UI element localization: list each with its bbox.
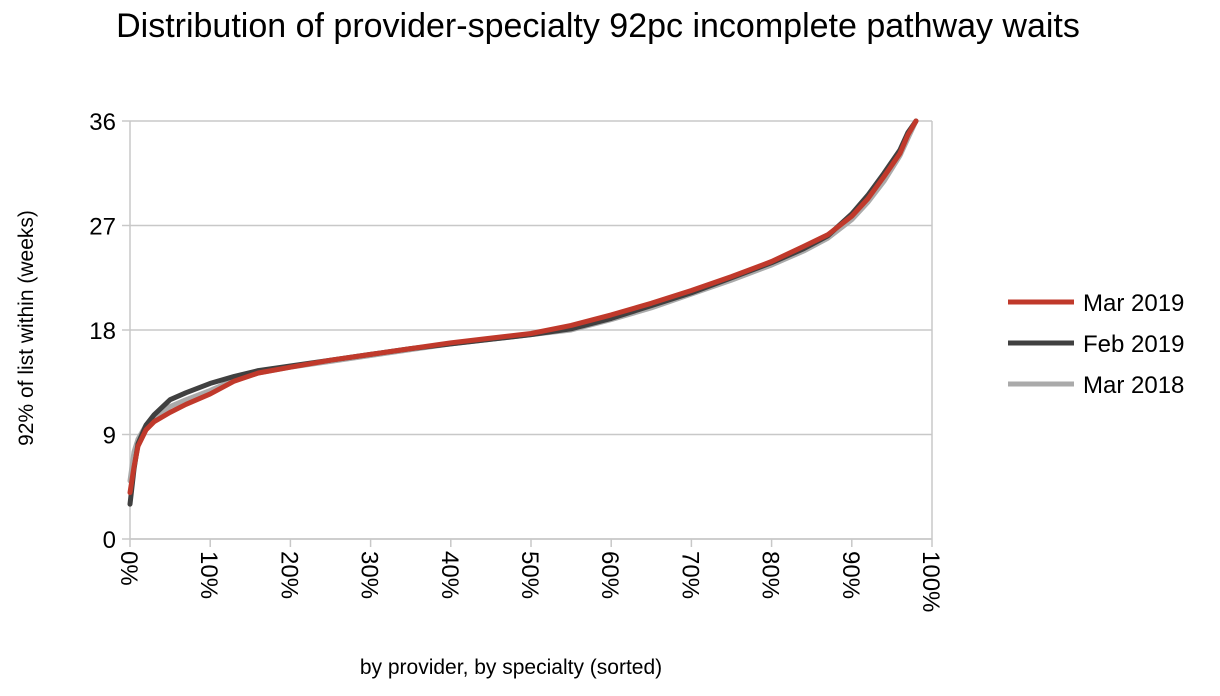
y-tick-label: 36 (89, 109, 116, 136)
series-line-mar-2019 (127, 118, 919, 496)
x-tick-label: 40% (436, 551, 463, 599)
chart-title: Distribution of provider-specialty 92pc … (116, 7, 1080, 45)
legend-label: Mar 2018 (1083, 372, 1184, 399)
grid (129, 120, 933, 540)
x-tick-label: 20% (275, 551, 302, 599)
series-line-feb-2019 (127, 118, 919, 507)
series-line-mar-2018 (127, 118, 919, 484)
x-tick-label: 100% (917, 551, 944, 612)
x-tick-label: 30% (356, 551, 383, 599)
x-axis-label: by provider, by specialty (sorted) (360, 656, 662, 679)
legend-label: Mar 2019 (1083, 290, 1184, 317)
series-layer (127, 118, 919, 507)
x-tick-label: 60% (596, 551, 623, 599)
x-tick-label: 80% (757, 551, 784, 599)
x-tick-label: 70% (676, 551, 703, 599)
y-axis-label: 92% of list within (weeks) (15, 210, 38, 446)
y-tick-label: 27 (89, 214, 116, 241)
y-tick-label: 9 (103, 423, 116, 450)
y-tick-label: 18 (89, 318, 116, 345)
legend: Mar 2019 Feb 2019 Mar 2018 (1008, 290, 1184, 399)
x-tick-label: 10% (195, 551, 222, 599)
x-tick-label: 0% (115, 551, 142, 586)
y-tick-label: 0 (103, 527, 116, 554)
x-tick-label: 90% (837, 551, 864, 599)
legend-label: Feb 2019 (1083, 331, 1184, 358)
y-axis-ticks: 0 9 18 27 36 (89, 109, 130, 554)
x-tick-label: 50% (516, 551, 543, 599)
x-axis-ticks: 0% 10% 20% 30% 40% 50% 60% 70% 80% 90% 100% (115, 539, 944, 612)
